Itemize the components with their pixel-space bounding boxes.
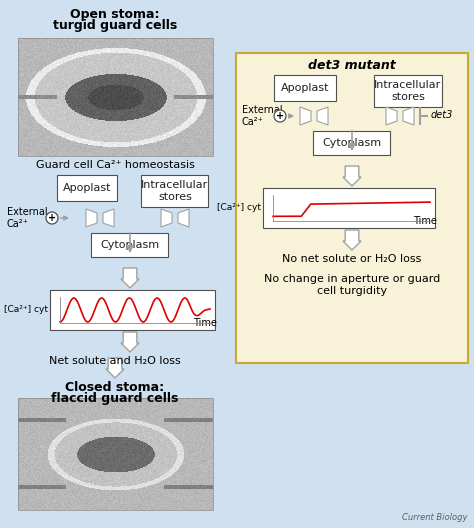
Text: det3: det3 bbox=[431, 110, 453, 120]
Polygon shape bbox=[317, 107, 328, 125]
FancyBboxPatch shape bbox=[263, 188, 435, 228]
Text: External
Ca²⁺: External Ca²⁺ bbox=[7, 207, 47, 229]
Text: Intracellular
stores: Intracellular stores bbox=[374, 80, 442, 102]
FancyBboxPatch shape bbox=[374, 75, 442, 107]
Polygon shape bbox=[86, 209, 97, 227]
Circle shape bbox=[274, 110, 286, 122]
Polygon shape bbox=[106, 358, 124, 378]
Text: [Ca²⁺] cyt: [Ca²⁺] cyt bbox=[4, 306, 48, 315]
Polygon shape bbox=[343, 166, 361, 186]
Text: +: + bbox=[48, 213, 56, 223]
Text: Apoplast: Apoplast bbox=[281, 83, 329, 93]
Text: Net solute and H₂O loss: Net solute and H₂O loss bbox=[49, 356, 181, 366]
Text: det3 mutant: det3 mutant bbox=[308, 59, 396, 72]
Text: flaccid guard cells: flaccid guard cells bbox=[51, 392, 179, 405]
Text: Time: Time bbox=[193, 318, 217, 328]
Polygon shape bbox=[103, 209, 114, 227]
Polygon shape bbox=[121, 332, 139, 352]
FancyBboxPatch shape bbox=[313, 131, 391, 155]
Text: External
Ca²⁺: External Ca²⁺ bbox=[242, 105, 283, 127]
Text: No net solute or H₂O loss: No net solute or H₂O loss bbox=[283, 254, 422, 264]
Text: Current Biology: Current Biology bbox=[402, 513, 468, 522]
FancyBboxPatch shape bbox=[57, 175, 117, 201]
Text: turgid guard cells: turgid guard cells bbox=[53, 19, 177, 32]
Polygon shape bbox=[161, 209, 172, 227]
Text: Cytoplasm: Cytoplasm bbox=[322, 138, 382, 148]
FancyBboxPatch shape bbox=[236, 53, 468, 363]
Text: Cytoplasm: Cytoplasm bbox=[100, 240, 160, 250]
Text: No change in aperture or guard
cell turgidity: No change in aperture or guard cell turg… bbox=[264, 274, 440, 296]
Polygon shape bbox=[343, 230, 361, 250]
FancyBboxPatch shape bbox=[91, 233, 168, 257]
FancyBboxPatch shape bbox=[142, 175, 209, 207]
Polygon shape bbox=[178, 209, 189, 227]
Polygon shape bbox=[121, 268, 139, 288]
Polygon shape bbox=[386, 107, 397, 125]
Polygon shape bbox=[300, 107, 311, 125]
Text: [Ca²⁺] cyt: [Ca²⁺] cyt bbox=[217, 203, 261, 212]
Text: Intracellular
stores: Intracellular stores bbox=[141, 180, 209, 202]
Circle shape bbox=[46, 212, 58, 224]
FancyBboxPatch shape bbox=[274, 75, 336, 101]
Text: Closed stoma:: Closed stoma: bbox=[65, 381, 164, 394]
Text: Open stoma:: Open stoma: bbox=[70, 8, 160, 21]
Text: Time: Time bbox=[413, 216, 437, 226]
Text: +: + bbox=[276, 111, 284, 121]
Text: Apoplast: Apoplast bbox=[63, 183, 111, 193]
Polygon shape bbox=[403, 107, 414, 125]
FancyBboxPatch shape bbox=[50, 290, 215, 330]
Text: Guard cell Ca²⁺ homeostasis: Guard cell Ca²⁺ homeostasis bbox=[36, 160, 194, 170]
